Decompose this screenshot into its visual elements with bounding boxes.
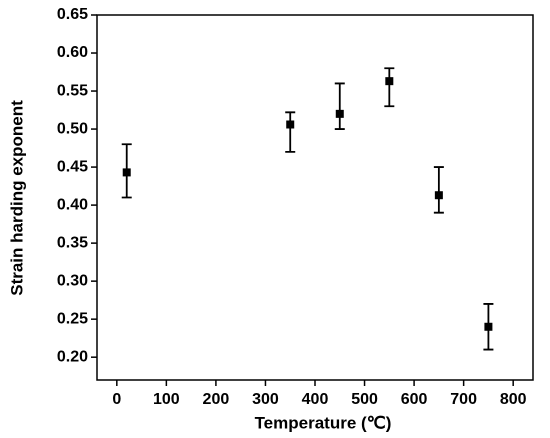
point [335,109,344,118]
x-tick-label: 100 [153,391,180,408]
y-tick-label: 0.30 [57,272,88,289]
point [434,191,443,200]
x-tick-label: 0 [112,391,121,408]
x-tick-label: 600 [401,391,428,408]
x-tick-label: 700 [450,391,477,408]
plot-frame [96,14,534,381]
y-tick-label: 0.25 [57,310,88,327]
point [122,168,131,177]
x-tick-label: 500 [351,391,378,408]
error-bar [285,111,296,153]
y-tick-label: 0.60 [57,44,88,61]
x-tick-label: 200 [203,391,230,408]
x-tick-label: 300 [252,391,279,408]
point [484,322,493,331]
y-tick-label: 0.20 [57,348,88,365]
y-tick-label: 0.45 [57,158,88,175]
y-tick-label: 0.55 [57,82,88,99]
y-tick-label: 0.40 [57,196,88,213]
y-axis-title: Strain harding exponent [7,100,26,296]
x-tick-label: 800 [500,391,527,408]
error-bar [433,166,444,214]
x-axis-title: Temperature (℃) [255,413,392,432]
x-tick-label: 400 [302,391,329,408]
y-tick-label: 0.65 [57,6,88,23]
error-bar [334,82,345,130]
y-tick-label: 0.50 [57,120,88,137]
point [286,120,295,129]
y-tick-label: 0.35 [57,234,88,251]
point [385,77,394,86]
error-bar [384,67,395,108]
